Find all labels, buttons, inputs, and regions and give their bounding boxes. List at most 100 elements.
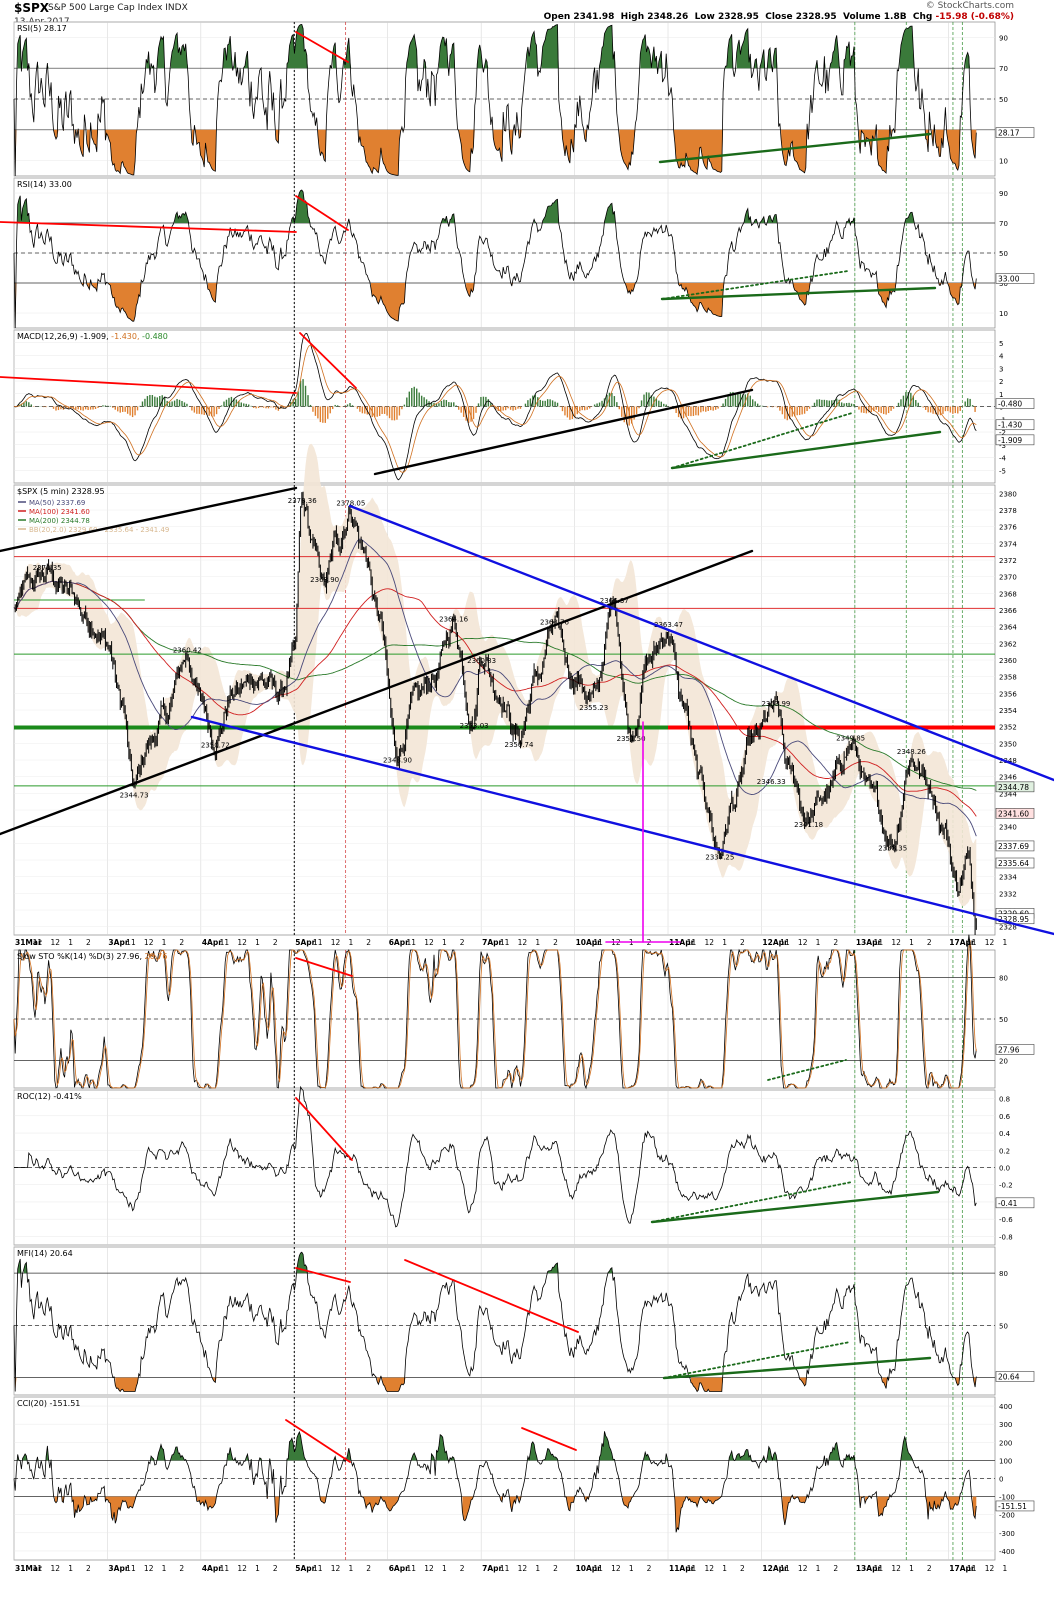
divergence-line-red bbox=[295, 957, 353, 977]
x-tick-label: 12 bbox=[144, 1564, 154, 1573]
x-tick-label: 1 bbox=[255, 1564, 260, 1573]
trend-annotations bbox=[0, 31, 1054, 1463]
divergence-line-green-dotted bbox=[671, 412, 853, 469]
x-tick-label: 12 bbox=[331, 938, 341, 947]
x-tick-label: 2 bbox=[927, 938, 932, 947]
x-tick-label: 12 bbox=[798, 938, 808, 947]
overbought-fill bbox=[17, 24, 971, 69]
y-tick-label: -2 bbox=[999, 429, 1006, 437]
x-tick-label: 11 bbox=[500, 1564, 510, 1573]
panel-5: 20 50 80 Slow STO %K(14) %D(3) 27.96, 26.76… bbox=[13, 934, 1035, 1090]
y-tick-label: 0.0 bbox=[999, 1165, 1010, 1173]
x-tick-label: 6Apr bbox=[389, 938, 409, 947]
low-value: 2328.95 bbox=[717, 12, 759, 22]
x-tick-label: 12 bbox=[611, 1564, 621, 1573]
divergence-line-red bbox=[521, 1427, 577, 1451]
panel-title: ROC(12) -0.41% bbox=[17, 1092, 82, 1101]
panel-title: CCI(20) -151.51 bbox=[17, 1399, 80, 1408]
y-tick-label: 2376 bbox=[999, 524, 1017, 532]
value-tag-text: 20.64 bbox=[998, 1372, 1020, 1381]
symbol-title: $SPX bbox=[14, 1, 50, 15]
indicator-line bbox=[13, 23, 977, 177]
y-tick-label: 30 bbox=[999, 280, 1008, 288]
macd-value-tag-box bbox=[995, 419, 1035, 431]
value-tag-text: 28.17 bbox=[998, 129, 1020, 138]
x-tick-label: 11 bbox=[687, 938, 697, 947]
y-tick-label: 400 bbox=[999, 1403, 1012, 1411]
macd-value-tag-text: -1.909 bbox=[998, 436, 1022, 445]
y-tick-label: -0.8 bbox=[999, 1233, 1013, 1241]
oversold-fill bbox=[15, 283, 977, 328]
price-point-label: 2348.26 bbox=[897, 748, 926, 756]
y-tick-label: 2366 bbox=[999, 607, 1017, 615]
price-value-tag: 2328.95 bbox=[995, 913, 1035, 925]
panel-title-part: -1.430, bbox=[109, 332, 140, 341]
x-tick-label: 11 bbox=[593, 938, 603, 947]
y-tick-label: 0 bbox=[999, 1476, 1003, 1484]
panel-title-part: Slow STO %K(14) %D(3) 27.96, bbox=[17, 952, 142, 961]
price-point-label: 2350.74 bbox=[505, 741, 534, 749]
y-tick-label: 2360 bbox=[999, 657, 1017, 665]
x-tick-label: 11Apr bbox=[669, 938, 695, 947]
x-tick-label: 1 bbox=[162, 1564, 167, 1573]
y-tick-label: 90 bbox=[999, 34, 1008, 42]
x-tick-label: 2 bbox=[179, 1564, 184, 1573]
price-point-label: 2350.72 bbox=[201, 741, 230, 749]
x-tick-label: 7Apr bbox=[482, 938, 502, 947]
x-tick-label: 12 bbox=[237, 1564, 247, 1573]
value-tag-box bbox=[995, 273, 1035, 284]
ma50-line bbox=[13, 538, 977, 837]
x-tick-label: 1 bbox=[349, 938, 354, 947]
overbought-fill bbox=[17, 1252, 614, 1274]
oversold-fill bbox=[15, 129, 977, 176]
x-tick-label: 12 bbox=[51, 1564, 61, 1573]
value-tag-box bbox=[995, 1044, 1035, 1055]
x-tick-label: 2 bbox=[460, 1564, 465, 1573]
x-tick-label: 12 bbox=[144, 938, 154, 947]
y-tick-label: 90 bbox=[999, 190, 1008, 198]
panel-title: MFI(14) 20.64 bbox=[17, 1249, 73, 1258]
x-tick-label: 12 bbox=[798, 1564, 808, 1573]
panel-title-part: -0.480 bbox=[140, 332, 168, 341]
x-tick-label: 12 bbox=[518, 938, 528, 947]
indicator-line bbox=[13, 1430, 977, 1533]
x-tick-label: 3Apr bbox=[108, 1564, 128, 1573]
price-point-label: 2364.16 bbox=[439, 615, 468, 623]
price-point-label: 2353.99 bbox=[761, 700, 790, 708]
x-tick-label: 11 bbox=[126, 938, 136, 947]
x-tick-label: 1 bbox=[1003, 1564, 1008, 1573]
trend-line-black bbox=[0, 549, 754, 836]
bollinger-band bbox=[14, 443, 977, 924]
y-tick-label: 80 bbox=[999, 1270, 1008, 1278]
x-tick-label: 1 bbox=[909, 1564, 914, 1573]
x-tick-label: 1 bbox=[722, 938, 727, 947]
y-tick-label: 5 bbox=[999, 340, 1003, 348]
x-tick-label: 11 bbox=[967, 1564, 977, 1573]
legend-entry: MA(50) 2337.69 bbox=[18, 499, 85, 507]
x-tick-label: 2 bbox=[179, 938, 184, 947]
oversold-fill bbox=[54, 1496, 977, 1533]
change-label: Chg bbox=[912, 12, 933, 22]
indicator-line bbox=[13, 332, 977, 481]
price-value-tag-text: 2341.60 bbox=[998, 809, 1029, 818]
x-tick-label: 12 bbox=[891, 1564, 901, 1573]
y-tick-label: 0.8 bbox=[999, 1096, 1010, 1104]
y-tick-label: 2372 bbox=[999, 557, 1017, 565]
divergence-line-green bbox=[660, 286, 937, 301]
indicator-line bbox=[13, 1251, 977, 1393]
x-tick-label: 31Mar bbox=[15, 1564, 42, 1573]
x-tick-label: 1 bbox=[68, 1564, 73, 1573]
x-tick-label: 1 bbox=[816, 1564, 821, 1573]
price-point-label: 2360.42 bbox=[173, 647, 202, 655]
y-tick-label: -0.2 bbox=[999, 1182, 1013, 1190]
x-tick-label: 2 bbox=[740, 1564, 745, 1573]
x-tick-label: 1 bbox=[255, 938, 260, 947]
y-tick-label: 2370 bbox=[999, 574, 1017, 582]
divergence-line-green bbox=[650, 1190, 940, 1224]
y-tick-label: 2380 bbox=[999, 490, 1017, 498]
legend-entry: MA(200) 2344.78 bbox=[18, 517, 90, 525]
y-tick-label: 20 bbox=[999, 1057, 1008, 1065]
y-tick-label: 2328 bbox=[999, 924, 1017, 932]
